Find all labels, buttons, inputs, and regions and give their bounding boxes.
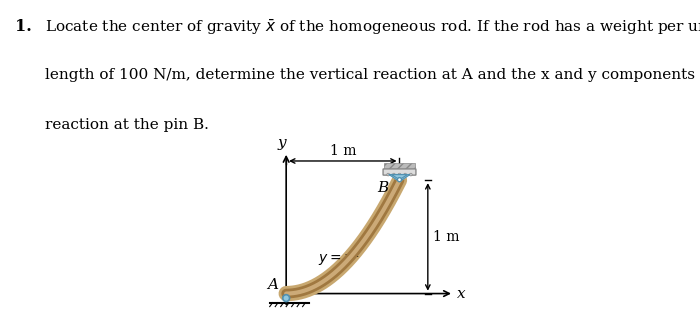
Circle shape — [410, 173, 412, 176]
Text: x: x — [457, 287, 466, 301]
Text: reaction at the pin B.: reaction at the pin B. — [45, 118, 209, 132]
Circle shape — [283, 295, 290, 302]
Text: y: y — [277, 136, 286, 150]
Text: $y = x^2$: $y = x^2$ — [318, 247, 360, 269]
Circle shape — [398, 178, 402, 182]
FancyBboxPatch shape — [383, 169, 416, 175]
Bar — [384, 163, 415, 170]
Text: length of 100 N/m, determine the vertical reaction at A and the x and y componen: length of 100 N/m, determine the vertica… — [45, 68, 700, 82]
Polygon shape — [389, 175, 410, 180]
Text: B: B — [377, 181, 389, 195]
Text: 1 m: 1 m — [433, 230, 460, 244]
Text: Locate the center of gravity $\bar{x}$ of the homogeneous rod. If the rod has a : Locate the center of gravity $\bar{x}$ o… — [45, 18, 700, 37]
Circle shape — [387, 173, 389, 176]
Text: 1 m: 1 m — [330, 144, 356, 158]
Text: A: A — [267, 279, 278, 292]
Circle shape — [393, 173, 395, 176]
Polygon shape — [391, 175, 407, 180]
Circle shape — [404, 173, 407, 176]
Circle shape — [398, 173, 401, 176]
Text: 1.: 1. — [15, 18, 32, 35]
